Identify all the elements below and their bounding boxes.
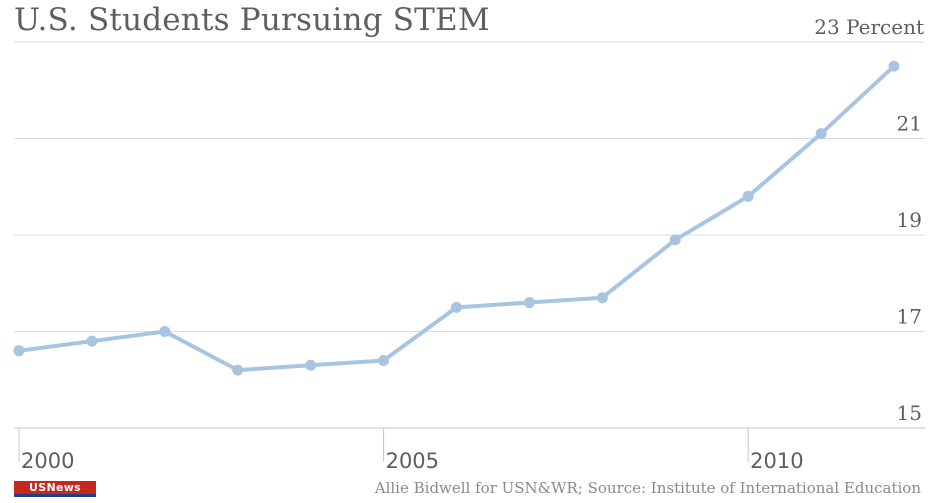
data-point-2002 <box>159 326 171 337</box>
data-point-2006 <box>451 301 462 313</box>
source-credit: Allie Bidwell for USN&WR; Source: Instit… <box>374 479 921 497</box>
chart-title: U.S. Students Pursuing STEM <box>14 2 490 38</box>
y-tick-label-23: 23 Percent <box>814 15 924 39</box>
logo-text: USNews <box>28 481 82 494</box>
usnews-logo: USNews <box>14 481 96 497</box>
data-point-2012 <box>888 60 900 72</box>
x-tick-label-2010: 2010 <box>750 449 803 473</box>
data-point-2005 <box>378 354 390 366</box>
y-tick-label-17: 17 <box>897 305 922 329</box>
y-tick-label-19: 19 <box>897 208 922 232</box>
x-tick-label-2000: 2000 <box>21 449 74 473</box>
data-point-2011 <box>815 128 827 140</box>
data-point-2009 <box>669 234 681 246</box>
data-point-2010 <box>742 190 754 202</box>
data-point-2003 <box>232 364 244 376</box>
series-line <box>17 64 896 373</box>
data-point-2004 <box>305 359 317 371</box>
data-point-2001 <box>86 335 98 347</box>
x-tick-label-2005: 2005 <box>386 449 439 473</box>
data-point-2000 <box>13 345 25 357</box>
y-tick-label-15: 15 <box>897 401 922 425</box>
data-point-2008 <box>596 292 608 304</box>
y-tick-label-21: 21 <box>897 112 922 136</box>
data-point-2007 <box>523 297 535 309</box>
